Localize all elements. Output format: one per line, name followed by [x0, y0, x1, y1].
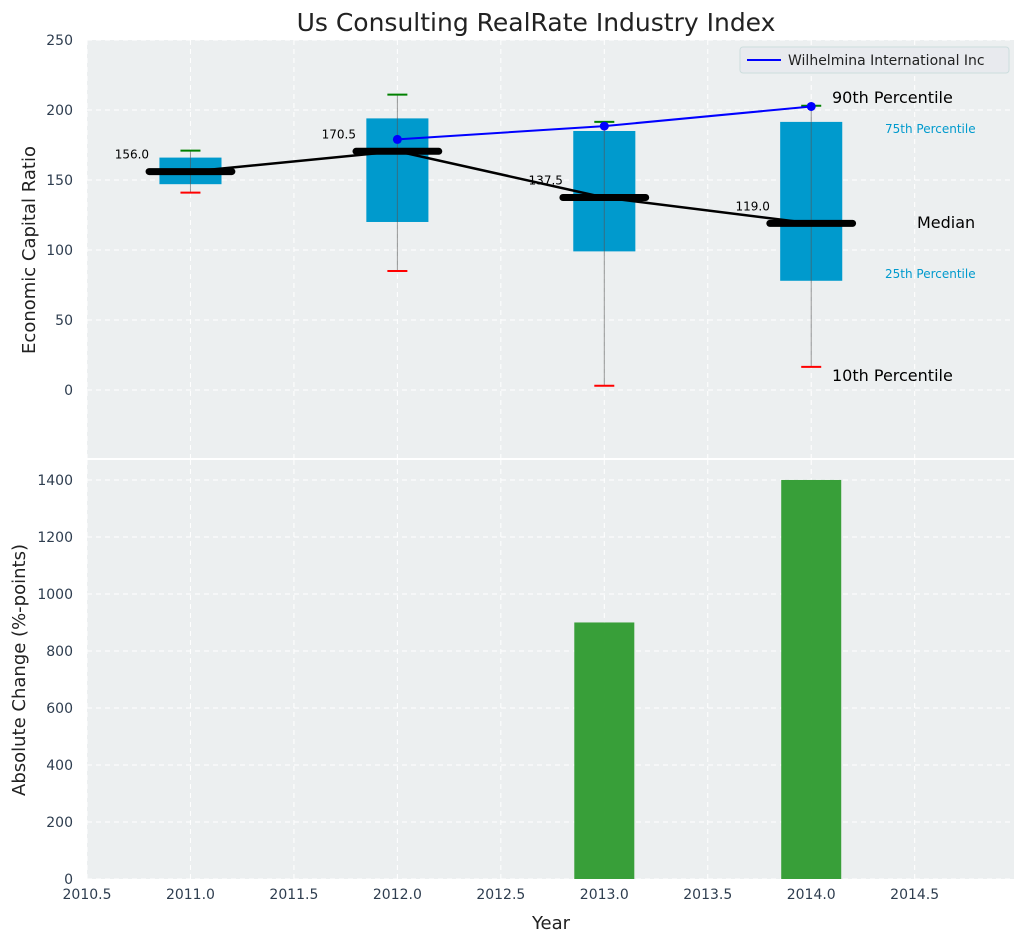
bottom-y-tick-label: 1200	[37, 530, 73, 546]
bottom-y-tick-label: 200	[46, 815, 73, 831]
bottom-y-tick-label: 1000	[37, 587, 73, 603]
annotation-p10: 10th Percentile	[832, 366, 953, 385]
bottom-plot-area	[87, 460, 1014, 879]
x-tick-label: 2012.0	[373, 887, 422, 903]
x-tick-label: 2013.0	[580, 887, 629, 903]
series-point	[392, 134, 402, 144]
x-tick-label: 2014.5	[890, 887, 939, 903]
bottom-y-tick-label: 400	[46, 758, 73, 774]
series-point	[599, 121, 609, 131]
annotation-p75: 75th Percentile	[885, 122, 976, 136]
bottom-y-axis-label: Absolute Change (%-points)	[9, 544, 30, 796]
x-axis-label: Year	[531, 913, 571, 934]
x-tick-label: 2010.5	[63, 887, 112, 903]
median-value-label: 119.0	[735, 199, 769, 213]
bar	[781, 479, 842, 879]
x-tick-label: 2014.0	[787, 887, 836, 903]
annotation-p25: 25th Percentile	[885, 267, 976, 281]
top-y-tick-label: 50	[55, 313, 73, 329]
annotation-p90: 90th Percentile	[832, 88, 953, 107]
x-tick-label: 2011.5	[269, 887, 318, 903]
bottom-chart-marks: 2010.5 2011.0 2011.5 2012.0 2012.5 2013.0 2013…	[37, 473, 939, 903]
bar	[574, 622, 635, 879]
top-y-tick-label: 250	[46, 33, 73, 49]
median-value-label: 156.0	[115, 148, 149, 162]
x-tick-label: 2011.0	[166, 887, 215, 903]
annotation-median: Median	[917, 213, 975, 232]
median-value-label: 137.5	[529, 173, 563, 187]
bottom-y-tick-label: 600	[46, 701, 73, 717]
x-tick-label: 2012.5	[476, 887, 525, 903]
series-point	[806, 101, 816, 111]
chart-title: Us Consulting RealRate Industry Index	[297, 8, 776, 37]
median-trend-line	[190, 150, 812, 225]
bottom-y-tick-label: 1400	[37, 473, 73, 489]
bottom-y-tick-label: 800	[46, 644, 73, 660]
top-y-tick-label: 0	[64, 383, 73, 399]
bottom-y-tick-label: 0	[64, 872, 73, 888]
top-y-tick-label: 150	[46, 173, 73, 189]
top-y-tick-label: 100	[46, 243, 73, 259]
top-y-axis-label: Economic Capital Ratio	[19, 146, 40, 354]
legend: Wilhelmina International Inc	[739, 46, 1010, 74]
top-chart-marks: 0 50 100 150 200 250 156.0 170.5 137.5 119.0	[46, 33, 1014, 460]
top-y-tick-label: 200	[46, 103, 73, 119]
legend-label: Wilhelmina International Inc	[788, 53, 985, 69]
x-tick-label: 2013.5	[683, 887, 732, 903]
median-value-label: 170.5	[322, 127, 356, 141]
